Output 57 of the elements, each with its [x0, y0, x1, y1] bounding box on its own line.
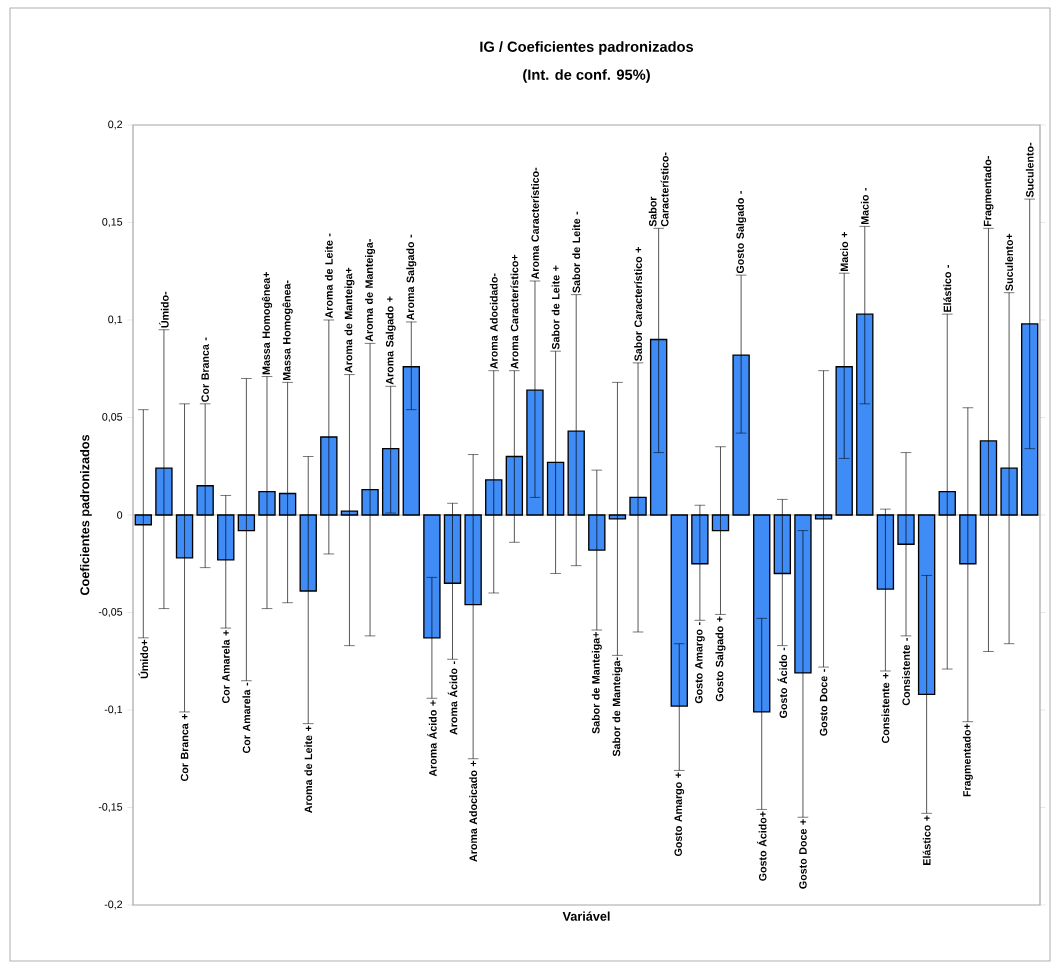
- x-tick-label: Sabor de Leite -: [572, 211, 581, 293]
- x-tick-label: Aroma Adocidado-: [489, 273, 498, 369]
- x-tick-label: Gosto Doce -: [819, 669, 828, 736]
- x-tick-label: Macio -: [860, 187, 869, 225]
- y-tick-label: 0,1: [108, 315, 123, 325]
- x-tick-label: Sabor Característico-: [648, 152, 669, 227]
- x-tick-label: Gosto Salgado +: [715, 616, 726, 702]
- y-tick-label: -0,2: [104, 900, 123, 910]
- y-tick-label: 0,15: [102, 218, 123, 227]
- x-tick-label: Sabor de Manteiga-: [612, 657, 623, 757]
- x-tick-label: Úmido+: [138, 639, 149, 679]
- chart-subtitle: (Int. de conf. 95%): [523, 69, 650, 83]
- y-tick-label: 0,2: [108, 120, 123, 130]
- y-tick-label: 0: [117, 511, 123, 519]
- x-tick-label: Sabor de Manteiga+: [591, 632, 602, 734]
- x-tick-label: Fragmentado-: [983, 156, 994, 227]
- x-tick-label: Gosto Doce +: [799, 819, 807, 889]
- x-tick-label: Cor Branca +: [180, 713, 189, 781]
- x-axis-title: Variável: [562, 911, 610, 921]
- x-tick-label: Gosto Amargo +: [674, 772, 685, 857]
- x-tick-label: Aroma Salgado +: [385, 296, 396, 385]
- y-tick-label: -0,1: [104, 705, 123, 715]
- x-tick-label: Fragmentado+: [962, 723, 973, 797]
- x-tick-label: Massa Homogênea-: [282, 280, 293, 381]
- y-tick-label: 0,05: [102, 413, 123, 422]
- chart-title: IG / Coeficientes padronizados: [480, 41, 694, 55]
- y-axis-title: Coeficientes padronizados: [80, 434, 92, 596]
- y-tick-label: -0,05: [98, 608, 123, 617]
- x-tick-label: Cor Amarela +: [221, 630, 230, 704]
- x-tick-label: Aroma de Leite -: [324, 233, 333, 319]
- x-tick-label: Macio +: [840, 232, 849, 271]
- x-tick-label: Aroma Ácido +: [427, 700, 437, 777]
- x-tick-label: Aroma Adocicado +: [469, 760, 478, 862]
- x-tick-label: Aroma de Leite +: [304, 725, 313, 813]
- x-tick-label: Suculento-: [1025, 142, 1034, 198]
- x-tick-label: Consistente +: [881, 673, 890, 743]
- x-tick-label: Cor Amarela -: [242, 682, 251, 754]
- x-tick-label: Sabor Característico +: [634, 247, 642, 361]
- x-tick-label: Úmido-: [159, 291, 169, 328]
- x-tick-label: Suculento+: [1005, 233, 1013, 291]
- x-tick-label: Aroma de Manteiga-: [365, 239, 376, 342]
- x-tick-label: Consistente -: [902, 637, 910, 706]
- x-tick-label: Cor Branca -: [201, 337, 209, 402]
- x-tick-label: Aroma Ácido -: [447, 661, 458, 735]
- x-tick-label: Gosto Salgado -: [736, 191, 747, 274]
- x-tick-label: Gosto Ácido+: [756, 811, 767, 881]
- x-tick-label: Sabor de Leite +: [551, 265, 560, 350]
- x-tick-label: Massa Homogênea+: [261, 271, 273, 375]
- x-tick-label: Gosto Amargo -: [695, 622, 705, 704]
- x-tick-label: Aroma Característico-: [531, 167, 539, 280]
- y-tick-label: -0,15: [98, 803, 123, 812]
- x-tick-label: Aroma Característico+: [510, 254, 519, 369]
- x-tick-label: Elástico -: [943, 264, 952, 312]
- x-tick-label: Aroma Salgado -: [406, 234, 417, 321]
- x-tick-label: Elástico +: [922, 815, 931, 865]
- x-tick-label: Gosto Ácido -: [777, 647, 788, 718]
- x-tick-label: Aroma de Manteiga+: [344, 267, 355, 373]
